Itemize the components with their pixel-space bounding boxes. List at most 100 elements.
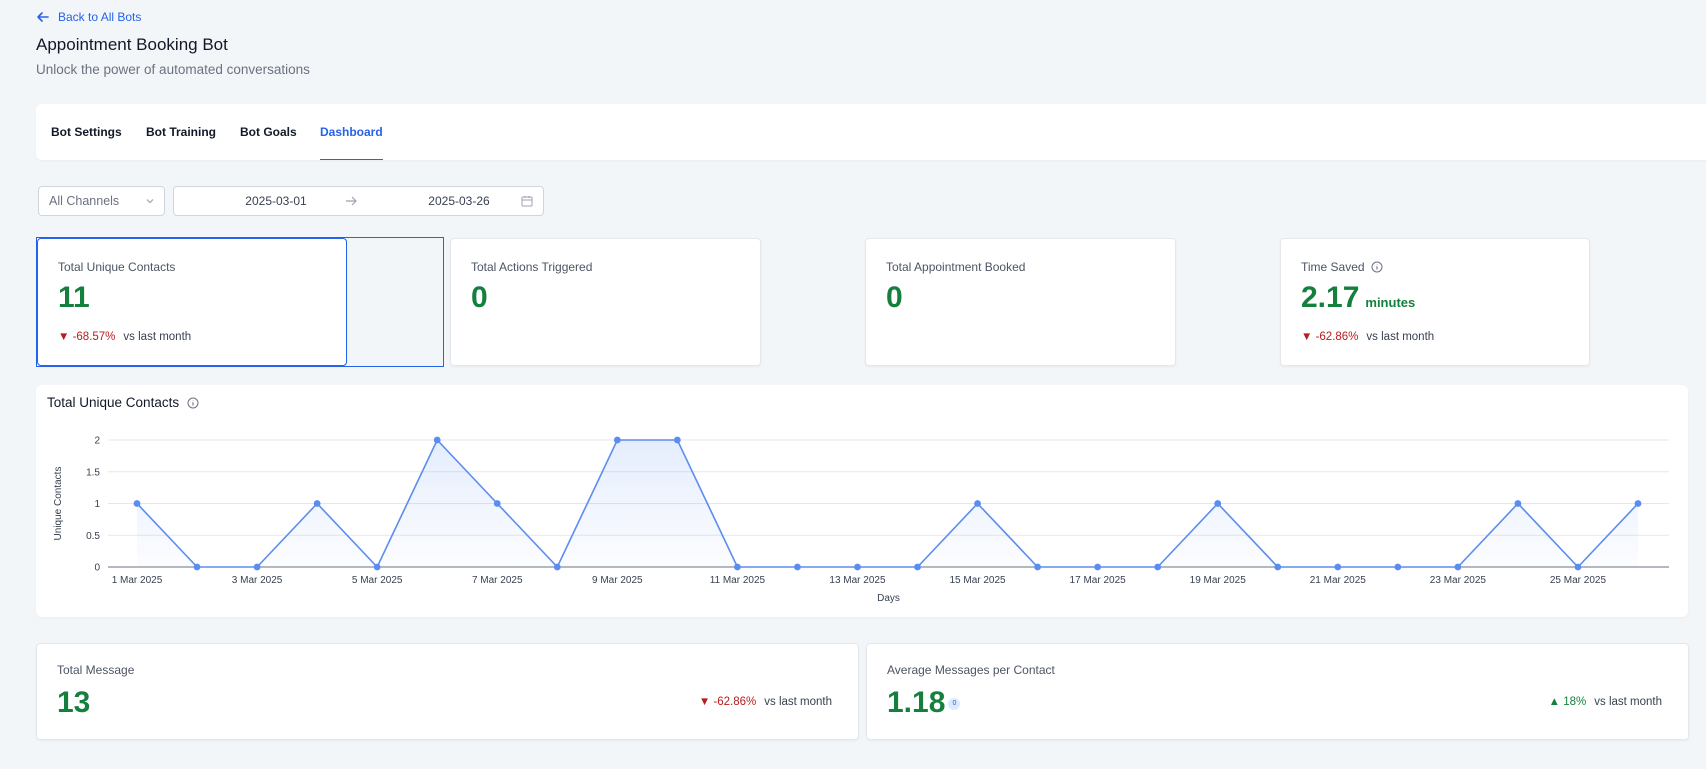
trend-percentage: ▼ -62.86% <box>698 696 757 708</box>
stat-value: 0 <box>886 281 903 314</box>
data-point <box>734 563 741 571</box>
x-tick-label: 7 Mar 2025 <box>472 575 523 586</box>
data-point <box>193 563 201 571</box>
stat-value: 13 <box>57 686 91 719</box>
tab-bot-goals[interactable]: Bot Goals <box>240 125 297 139</box>
channel-select[interactable]: All Channels <box>38 186 165 216</box>
x-tick-label: 17 Mar 2025 <box>1070 575 1127 586</box>
data-point <box>1034 563 1041 571</box>
data-point <box>1214 500 1222 507</box>
y-axis-title: Unique Contacts <box>53 467 64 541</box>
data-point <box>914 563 921 571</box>
arrow-right-icon <box>346 196 357 206</box>
data-point <box>253 563 261 571</box>
stat-card-avg-messages[interactable]: Average Messages per Contact 1.18 0 ▲ 18%… <box>866 643 1689 740</box>
data-point <box>613 436 621 444</box>
data-point <box>493 500 501 507</box>
tab-dashboard[interactable]: Dashboard <box>320 104 383 160</box>
data-point <box>1634 500 1642 507</box>
data-point <box>854 563 861 571</box>
y-tick-label: 1.5 <box>86 467 100 478</box>
trend-compare: vs last month <box>1594 696 1662 708</box>
series-line <box>136 438 1639 569</box>
start-date-input[interactable]: 2025-03-01 <box>245 194 307 208</box>
data-point <box>553 563 561 571</box>
info-icon[interactable] <box>187 397 199 409</box>
chart-title: Total Unique Contacts <box>47 395 199 410</box>
stat-card-unique-contacts[interactable]: Total Unique Contacts 11 ▼ -68.57% vs la… <box>37 238 347 366</box>
data-point <box>1274 563 1282 571</box>
stat-card-total-message[interactable]: Total Message 13 ▼ -62.86% vs last month <box>36 643 859 740</box>
stat-trend: ▼ -68.57% vs last month <box>58 331 191 343</box>
y-tick-label: 0 <box>94 563 100 574</box>
data-point <box>1454 563 1462 571</box>
stat-label: Total Message <box>57 663 135 677</box>
data-point <box>673 436 681 444</box>
x-tick-label: 11 Mar 2025 <box>710 575 766 586</box>
line-chart: 00.511.521 Mar 2025 3 Mar 2025 5 Mar 2025 7… <box>53 436 1669 604</box>
x-tick-label: 19 Mar 2025 <box>1190 575 1247 586</box>
stat-label: Total Appointment Booked <box>886 260 1026 274</box>
unique-contacts-chart-card: Total Unique Contacts 0 0.5 1 1.5 2 1 Mar 202… <box>36 385 1688 617</box>
x-tick-label: 21 Mar 2025 <box>1310 575 1367 586</box>
trend-compare: vs last month <box>123 331 192 343</box>
channel-select-value: All Channels <box>49 194 120 208</box>
x-tick-label: 1 Mar 2025 <box>112 575 163 586</box>
chevron-down-icon <box>146 199 154 204</box>
trend-percentage: ▼ -62.86% <box>1301 331 1359 343</box>
stat-value: 2.17 minutes <box>1301 281 1416 314</box>
stat-value: 0 <box>471 281 488 314</box>
count-badge: 0 <box>948 698 961 711</box>
stat-trend: ▲ 18% vs last month <box>1549 696 1662 708</box>
data-point <box>794 563 801 571</box>
trend-percentage: ▼ -68.57% <box>58 331 116 343</box>
stat-label: Average Messages per Contact <box>887 663 1055 677</box>
stat-card-appointments-booked[interactable]: Total Appointment Booked 0 <box>865 238 1176 366</box>
trend-compare: vs last month <box>1366 331 1435 343</box>
tab-bar: Bot Settings Bot Training Bot Goals Dash… <box>36 104 1706 160</box>
data-point <box>1094 563 1102 571</box>
x-tick-label: 25 Mar 2025 <box>1550 575 1607 586</box>
stat-label: Total Actions Triggered <box>471 260 593 274</box>
data-point <box>373 563 381 571</box>
stat-unit: minutes <box>1365 295 1416 310</box>
x-tick-label: 9 Mar 2025 <box>592 575 643 586</box>
stat-trend: ▼ -62.86% vs last month <box>1301 331 1434 343</box>
tab-bot-training[interactable]: Bot Training <box>146 125 216 139</box>
x-axis-title: Days <box>877 593 900 604</box>
end-date-input[interactable]: 2025-03-26 <box>428 194 490 208</box>
arrow-left-icon <box>37 12 49 22</box>
x-tick-label: 3 Mar 2025 <box>232 575 283 586</box>
x-tick-label: 23 Mar 2025 <box>1430 575 1487 586</box>
x-tick-label: 13 Mar 2025 <box>829 575 886 586</box>
back-link-label: Back to All Bots <box>58 10 142 24</box>
stat-value: 11 <box>58 281 90 314</box>
data-point <box>1394 563 1402 571</box>
data-point <box>433 436 441 444</box>
y-tick-label: 0.5 <box>86 531 100 542</box>
stat-label: Total Unique Contacts <box>58 260 176 274</box>
trend-compare: vs last month <box>764 696 832 708</box>
date-range-picker[interactable]: 2025-03-01 2025-03-26 <box>173 186 544 216</box>
tab-bot-settings[interactable]: Bot Settings <box>51 125 122 139</box>
calendar-icon <box>521 196 533 207</box>
y-tick-label: 2 <box>94 436 100 447</box>
trend-percentage: ▲ 18% <box>1548 696 1587 708</box>
stat-value: 1.18 0 <box>887 686 961 720</box>
stat-card-time-saved[interactable]: Time Saved 2.17 minutes ▼ -62.86% vs last… <box>1280 238 1590 366</box>
page-title: Appointment Booking Bot <box>36 35 228 54</box>
data-point <box>1154 563 1162 571</box>
data-point <box>974 500 981 507</box>
x-tick-label: 15 Mar 2025 <box>949 575 1006 586</box>
data-point <box>1574 563 1582 571</box>
y-tick-label: 1 <box>94 499 100 510</box>
page-subtitle: Unlock the power of automated conversati… <box>36 62 310 77</box>
back-to-all-bots-link[interactable]: Back to All Bots <box>36 10 141 24</box>
info-icon[interactable] <box>1371 261 1383 273</box>
series-area <box>137 440 1638 567</box>
data-point <box>313 500 321 507</box>
stat-card-actions-triggered[interactable]: Total Actions Triggered 0 <box>450 238 761 366</box>
data-point <box>1514 500 1522 507</box>
data-point <box>133 500 141 507</box>
x-tick-label: 5 Mar 2025 <box>352 575 403 586</box>
